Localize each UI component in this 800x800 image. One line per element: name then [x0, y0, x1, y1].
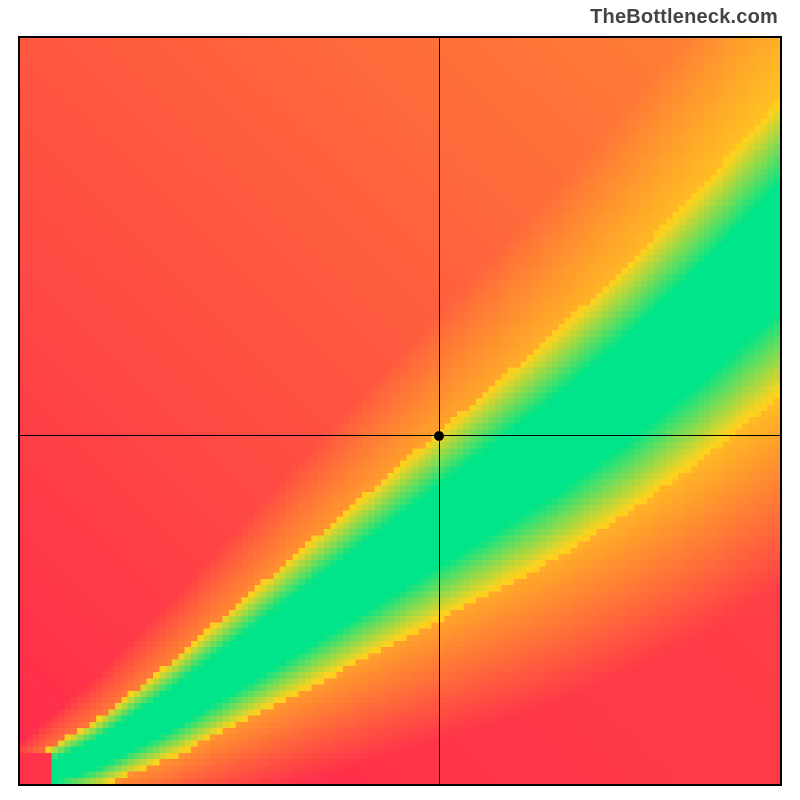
watermark-text: TheBottleneck.com — [590, 6, 778, 29]
crosshair-horizontal — [20, 435, 780, 437]
crosshair-vertical — [439, 38, 441, 784]
bottleneck-heatmap — [20, 38, 780, 784]
plot-frame — [18, 36, 782, 786]
plot-inner — [20, 38, 780, 784]
crosshair-marker — [434, 431, 444, 441]
